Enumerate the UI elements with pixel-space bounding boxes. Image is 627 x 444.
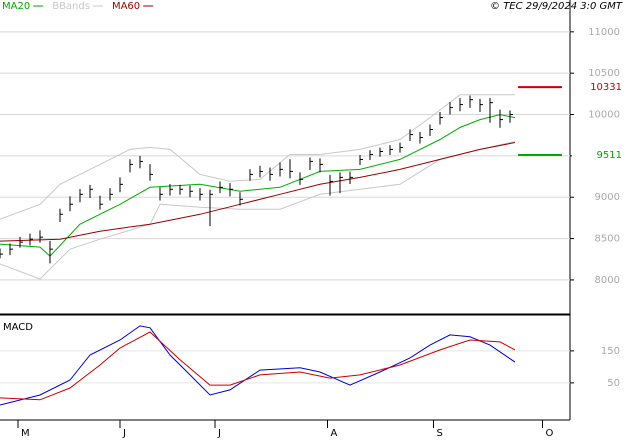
line-series: [0, 114, 516, 257]
legend-label: MA60: [112, 1, 140, 12]
y-tick-label: 8000: [595, 275, 620, 286]
marker-label: 9511: [597, 150, 622, 161]
y-tick-label: 10000: [588, 110, 620, 121]
legend-label: BBands: [52, 1, 90, 12]
y-tick-label: 10500: [588, 68, 620, 79]
marker-label-bg: [572, 81, 622, 94]
y-tick-label: 8500: [595, 234, 620, 245]
y-tick-label: 50: [607, 378, 620, 389]
y-tick-label: 150: [601, 346, 620, 357]
x-tick-label: J: [122, 428, 126, 439]
y-tick-label: 9000: [595, 192, 620, 203]
line-series: [0, 142, 516, 242]
marker-label: 10331: [590, 82, 622, 93]
y-tick-label: 11000: [588, 27, 620, 38]
x-tick-label: O: [546, 428, 554, 439]
x-tick-label: A: [331, 428, 338, 439]
copyright: © TEC 29/9/2024 3:0 GMT: [490, 1, 623, 12]
x-tick-label: S: [437, 428, 443, 439]
marker-label-bg: [572, 148, 622, 161]
x-tick-label: J: [217, 428, 221, 439]
line-series: [0, 331, 516, 401]
legend-label: MA20: [2, 1, 30, 12]
line-series: [0, 94, 515, 220]
line-series-lower: [0, 141, 516, 280]
panel-title: MACD: [3, 322, 33, 333]
x-tick-label: M: [21, 428, 30, 439]
